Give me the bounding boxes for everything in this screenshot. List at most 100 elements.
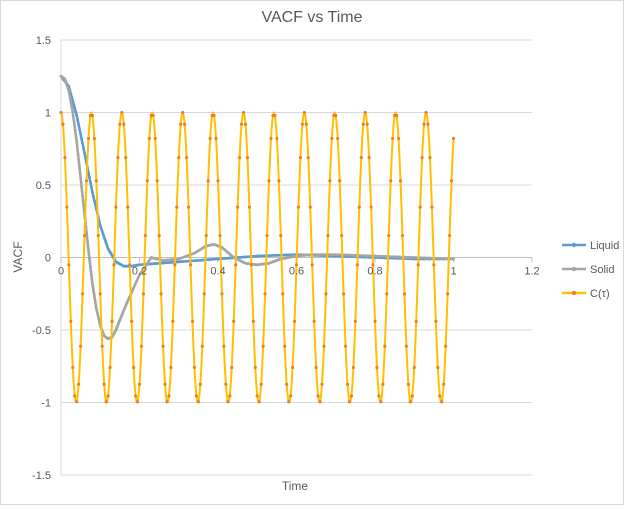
data-point (140, 263, 144, 266)
data-point (157, 233, 161, 238)
data-point (92, 294, 96, 298)
data-point (84, 179, 89, 183)
data-point (196, 259, 200, 262)
data-point (75, 114, 79, 117)
data-point (249, 263, 253, 267)
data-point (351, 365, 356, 370)
data-point (342, 292, 346, 296)
data-point (208, 136, 212, 141)
data-point (200, 344, 204, 348)
data-point (226, 256, 230, 260)
data-point (367, 156, 371, 160)
data-point (416, 263, 420, 267)
data-point (437, 257, 441, 260)
data-point (150, 262, 154, 266)
data-point (338, 179, 342, 183)
data-point (230, 365, 234, 370)
data-point (185, 156, 189, 160)
data-point (198, 382, 202, 386)
data-point (112, 263, 116, 267)
data-point (152, 262, 156, 266)
data-point (228, 256, 232, 260)
legend-item: Solid (562, 264, 614, 276)
data-point (422, 122, 426, 126)
data-point (243, 122, 248, 126)
data-point (182, 260, 186, 263)
data-point (322, 344, 326, 348)
data-point (101, 232, 105, 236)
data-point (86, 239, 89, 243)
data-point (277, 253, 281, 257)
data-point (74, 132, 78, 136)
data-point (75, 400, 79, 404)
data-point (427, 256, 431, 260)
data-point (95, 311, 99, 314)
data-point (145, 262, 149, 266)
data-point (243, 255, 247, 259)
data-point (74, 110, 78, 114)
data-point (122, 122, 126, 126)
data-point (318, 400, 322, 404)
data-point (316, 394, 320, 398)
data-point (167, 261, 171, 264)
data-point (93, 203, 97, 207)
data-point (82, 203, 85, 207)
data-point (69, 100, 73, 104)
data-point (81, 199, 85, 202)
data-point (328, 253, 332, 256)
data-point (89, 181, 92, 184)
data-point (94, 179, 98, 183)
data-point (125, 301, 129, 305)
data-point (94, 303, 98, 307)
data-point (368, 254, 372, 258)
data-point (285, 382, 289, 386)
data-point (175, 205, 179, 209)
data-point (91, 282, 94, 285)
data-point (300, 122, 304, 126)
data-point (110, 319, 114, 323)
data-point (296, 205, 301, 209)
data-point (106, 394, 110, 398)
data-point (151, 113, 155, 118)
data-point (218, 233, 222, 238)
series-c-tau (59, 110, 456, 404)
data-point (313, 253, 317, 256)
data-point (343, 344, 348, 348)
data-point (143, 233, 147, 238)
data-point (179, 122, 183, 126)
y-tick-label: 1.5 (36, 35, 51, 47)
data-point (190, 319, 195, 323)
data-point (135, 400, 140, 404)
data-point (355, 263, 359, 267)
data-point (223, 257, 227, 260)
y-tick-label: -1.5 (32, 470, 51, 482)
data-point (78, 171, 82, 175)
data-point (77, 162, 81, 166)
data-point (147, 136, 151, 141)
data-point (322, 253, 326, 256)
data-point (412, 365, 416, 370)
data-point (93, 300, 97, 304)
data-point (434, 319, 438, 323)
data-point (216, 179, 220, 183)
data-point (224, 382, 228, 386)
data-point (121, 311, 125, 315)
data-point (260, 254, 264, 258)
data-point (196, 400, 200, 404)
data-point (446, 292, 450, 296)
data-point (265, 233, 269, 238)
data-point (393, 255, 397, 259)
data-point (442, 257, 446, 260)
data-point (396, 136, 401, 141)
data-point (72, 121, 76, 125)
data-point (324, 292, 328, 296)
data-point (406, 382, 410, 386)
data-point (100, 344, 104, 348)
data-point (449, 179, 454, 183)
data-point (76, 153, 80, 157)
data-point (80, 292, 85, 296)
data-point (312, 319, 316, 323)
data-point (285, 253, 289, 257)
data-point (80, 185, 84, 189)
